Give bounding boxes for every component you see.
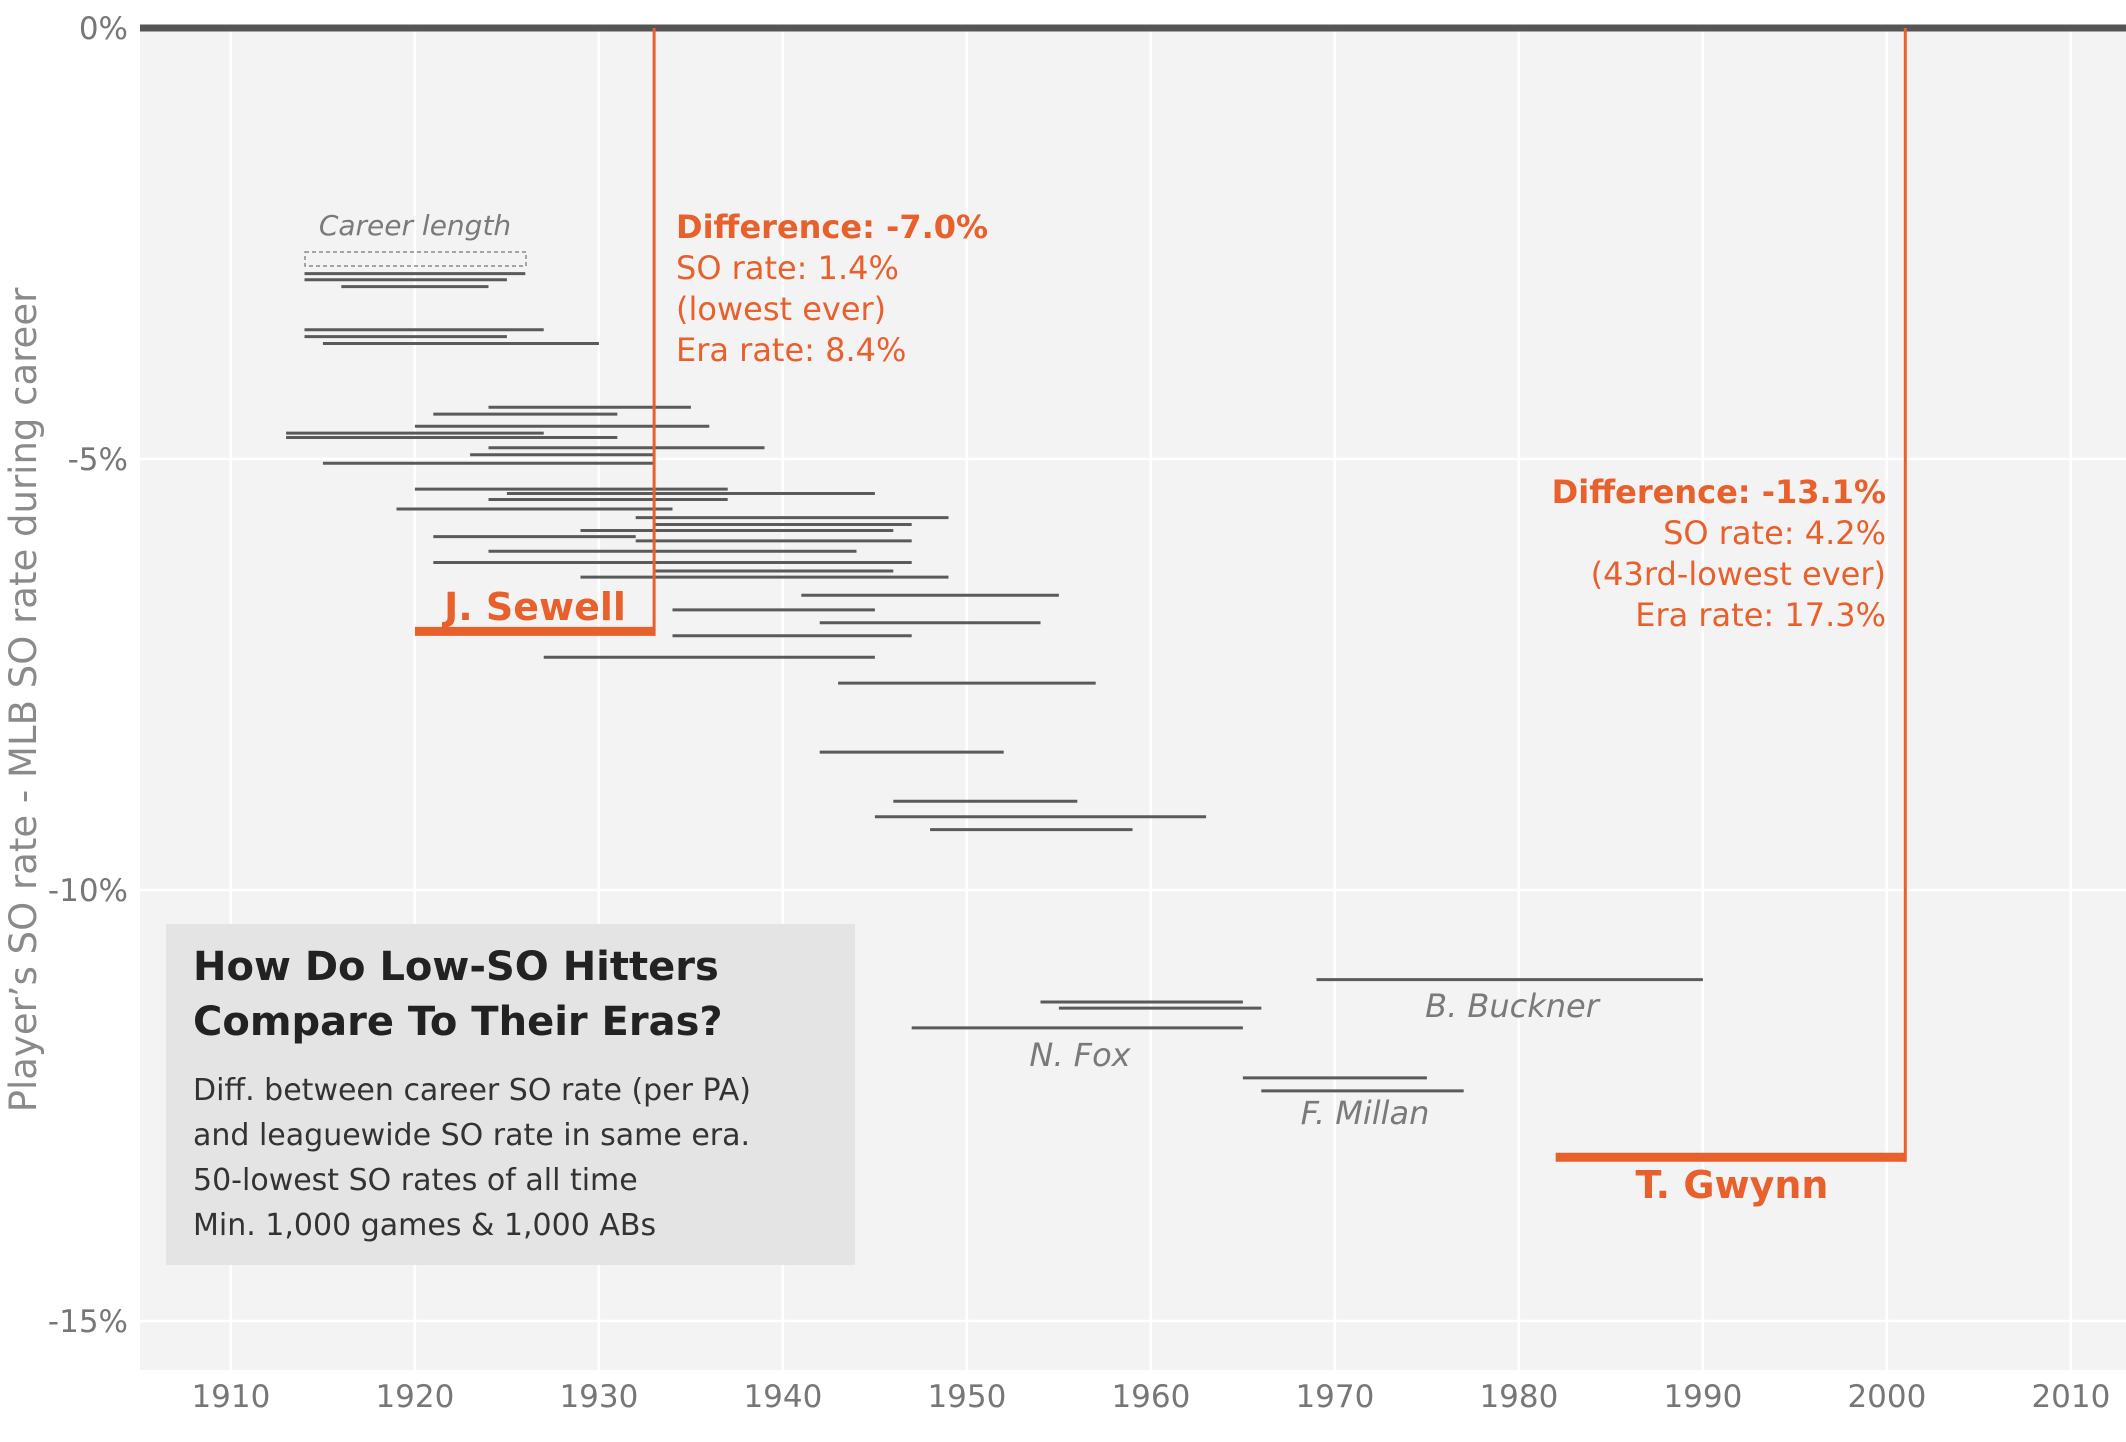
career-length-bracket <box>304 251 527 267</box>
buckner-label: B. Buckner <box>1425 987 1601 1025</box>
callout-sewell-line-4: Era rate: 8.4% <box>676 331 906 369</box>
x-tick-label: 1920 <box>375 1379 454 1415</box>
y-tick-label: 0% <box>79 11 128 47</box>
subtitle-line-3: 50-lowest SO rates of all time <box>193 1163 638 1198</box>
callout-sewell-line-1: Difference: -7.0% <box>676 208 988 246</box>
grid <box>140 28 2126 1370</box>
x-tick-label: 1970 <box>1295 1379 1374 1415</box>
title-box-background <box>166 924 855 1265</box>
y-tick-label: -10% <box>48 873 128 909</box>
callout-gwynn-line-2: SO rate: 4.2% <box>1663 514 1886 552</box>
highlight-lines <box>414 28 1907 1162</box>
x-tick-label: 1990 <box>1663 1379 1742 1415</box>
subtitle-line-4: Min. 1,000 games & 1,000 ABs <box>193 1208 656 1243</box>
callout-gwynn-line-4: Era rate: 17.3% <box>1635 596 1886 634</box>
subtitle-line-1: Diff. between career SO rate (per PA) <box>193 1073 751 1108</box>
career-length-label: Career length <box>319 209 511 242</box>
x-tick-label: 1950 <box>927 1379 1006 1415</box>
x-tick-label: 2000 <box>1847 1379 1926 1415</box>
gwynn-label: T. Gwynn <box>1636 1163 1829 1207</box>
millan-label: F. Millan <box>1301 1094 1430 1132</box>
subtitle-line-2: and leaguewide SO rate in same era. <box>193 1118 750 1153</box>
chart-title-line-2: Compare To Their Eras? <box>193 999 723 1045</box>
x-tick-label: 1940 <box>743 1379 822 1415</box>
callout-gwynn: Difference: -13.1% SO rate: 4.2% (43rd-l… <box>1552 473 1886 634</box>
sewell-label: J. Sewell <box>441 585 626 629</box>
callout-sewell: Difference: -7.0% SO rate: 1.4% (lowest … <box>676 208 988 369</box>
callout-sewell-line-2: SO rate: 1.4% <box>676 249 899 287</box>
y-axis: 0% -5% -10% -15% <box>48 11 128 1340</box>
callout-sewell-line-3: (lowest ever) <box>676 290 886 328</box>
x-tick-label: 1910 <box>191 1379 270 1415</box>
career-length-legend: Career length <box>304 209 527 267</box>
callout-gwynn-line-1: Difference: -13.1% <box>1552 473 1886 511</box>
x-tick-label: 1930 <box>559 1379 638 1415</box>
x-tick-label: 2010 <box>2031 1379 2110 1415</box>
chart-title-line-1: How Do Low-SO Hitters <box>193 944 719 990</box>
title-box: How Do Low-SO Hitters Compare To Their E… <box>166 924 855 1265</box>
y-axis-label: Player’s SO rate - MLB SO rate during ca… <box>2 287 45 1112</box>
x-tick-label: 1980 <box>1479 1379 1558 1415</box>
y-tick-label: -5% <box>68 442 128 478</box>
x-tick-label: 1960 <box>1111 1379 1190 1415</box>
y-tick-label: -15% <box>48 1304 128 1340</box>
callout-gwynn-line-3: (43rd-lowest ever) <box>1591 555 1886 593</box>
fox-label: N. Fox <box>1029 1036 1131 1074</box>
x-axis: 1910 1920 1930 1940 1950 1960 1970 1980 1990 2000… <box>191 1379 2110 1415</box>
series-lines <box>286 272 1703 1093</box>
